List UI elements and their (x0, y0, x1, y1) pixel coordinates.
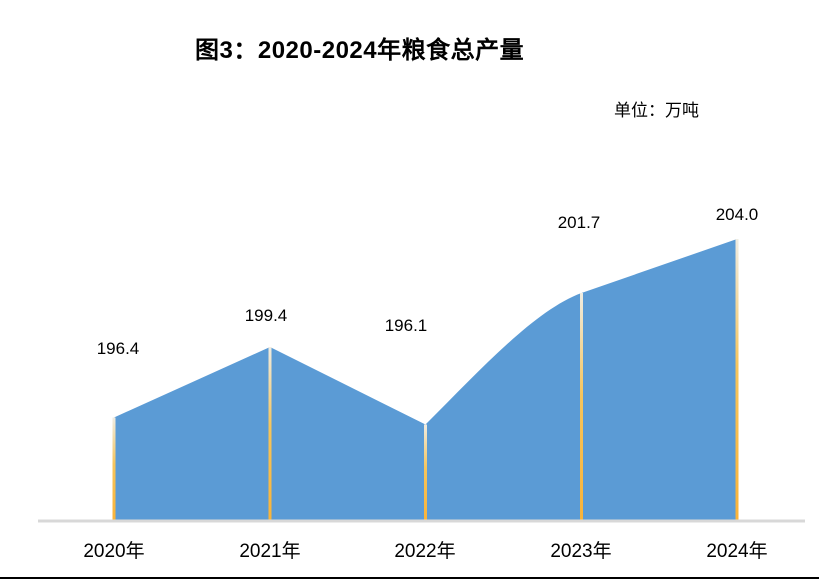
x-axis-label-2022: 2022年 (394, 541, 456, 562)
data-label-2024: 204.0 (715, 205, 759, 224)
data-label-2023: 201.7 (557, 213, 601, 232)
drop-line-2021年 (268, 347, 272, 521)
x-axis-label-2023: 2023年 (550, 541, 612, 562)
drop-line-2023年 (580, 293, 583, 521)
drop-line-2020年 (112, 417, 116, 521)
page-bottom-border (0, 577, 819, 579)
unit-label: 单位：万吨 (614, 101, 699, 120)
data-label-2022: 196.1 (384, 316, 428, 335)
drop-line-2024年 (735, 239, 739, 521)
chart-title: 图3：2020-2024年粮食总产量 (195, 37, 525, 64)
x-axis-line (38, 519, 805, 523)
series-group (112, 239, 739, 521)
x-axis-label-2024: 2024年 (706, 541, 768, 562)
x-axis-label-2021: 2021年 (239, 541, 301, 562)
data-label-2021: 199.4 (244, 306, 288, 325)
data-label-2020: 196.4 (96, 339, 140, 358)
x-axis-label-2020: 2020年 (83, 541, 145, 562)
drop-line-2022年 (424, 424, 427, 521)
